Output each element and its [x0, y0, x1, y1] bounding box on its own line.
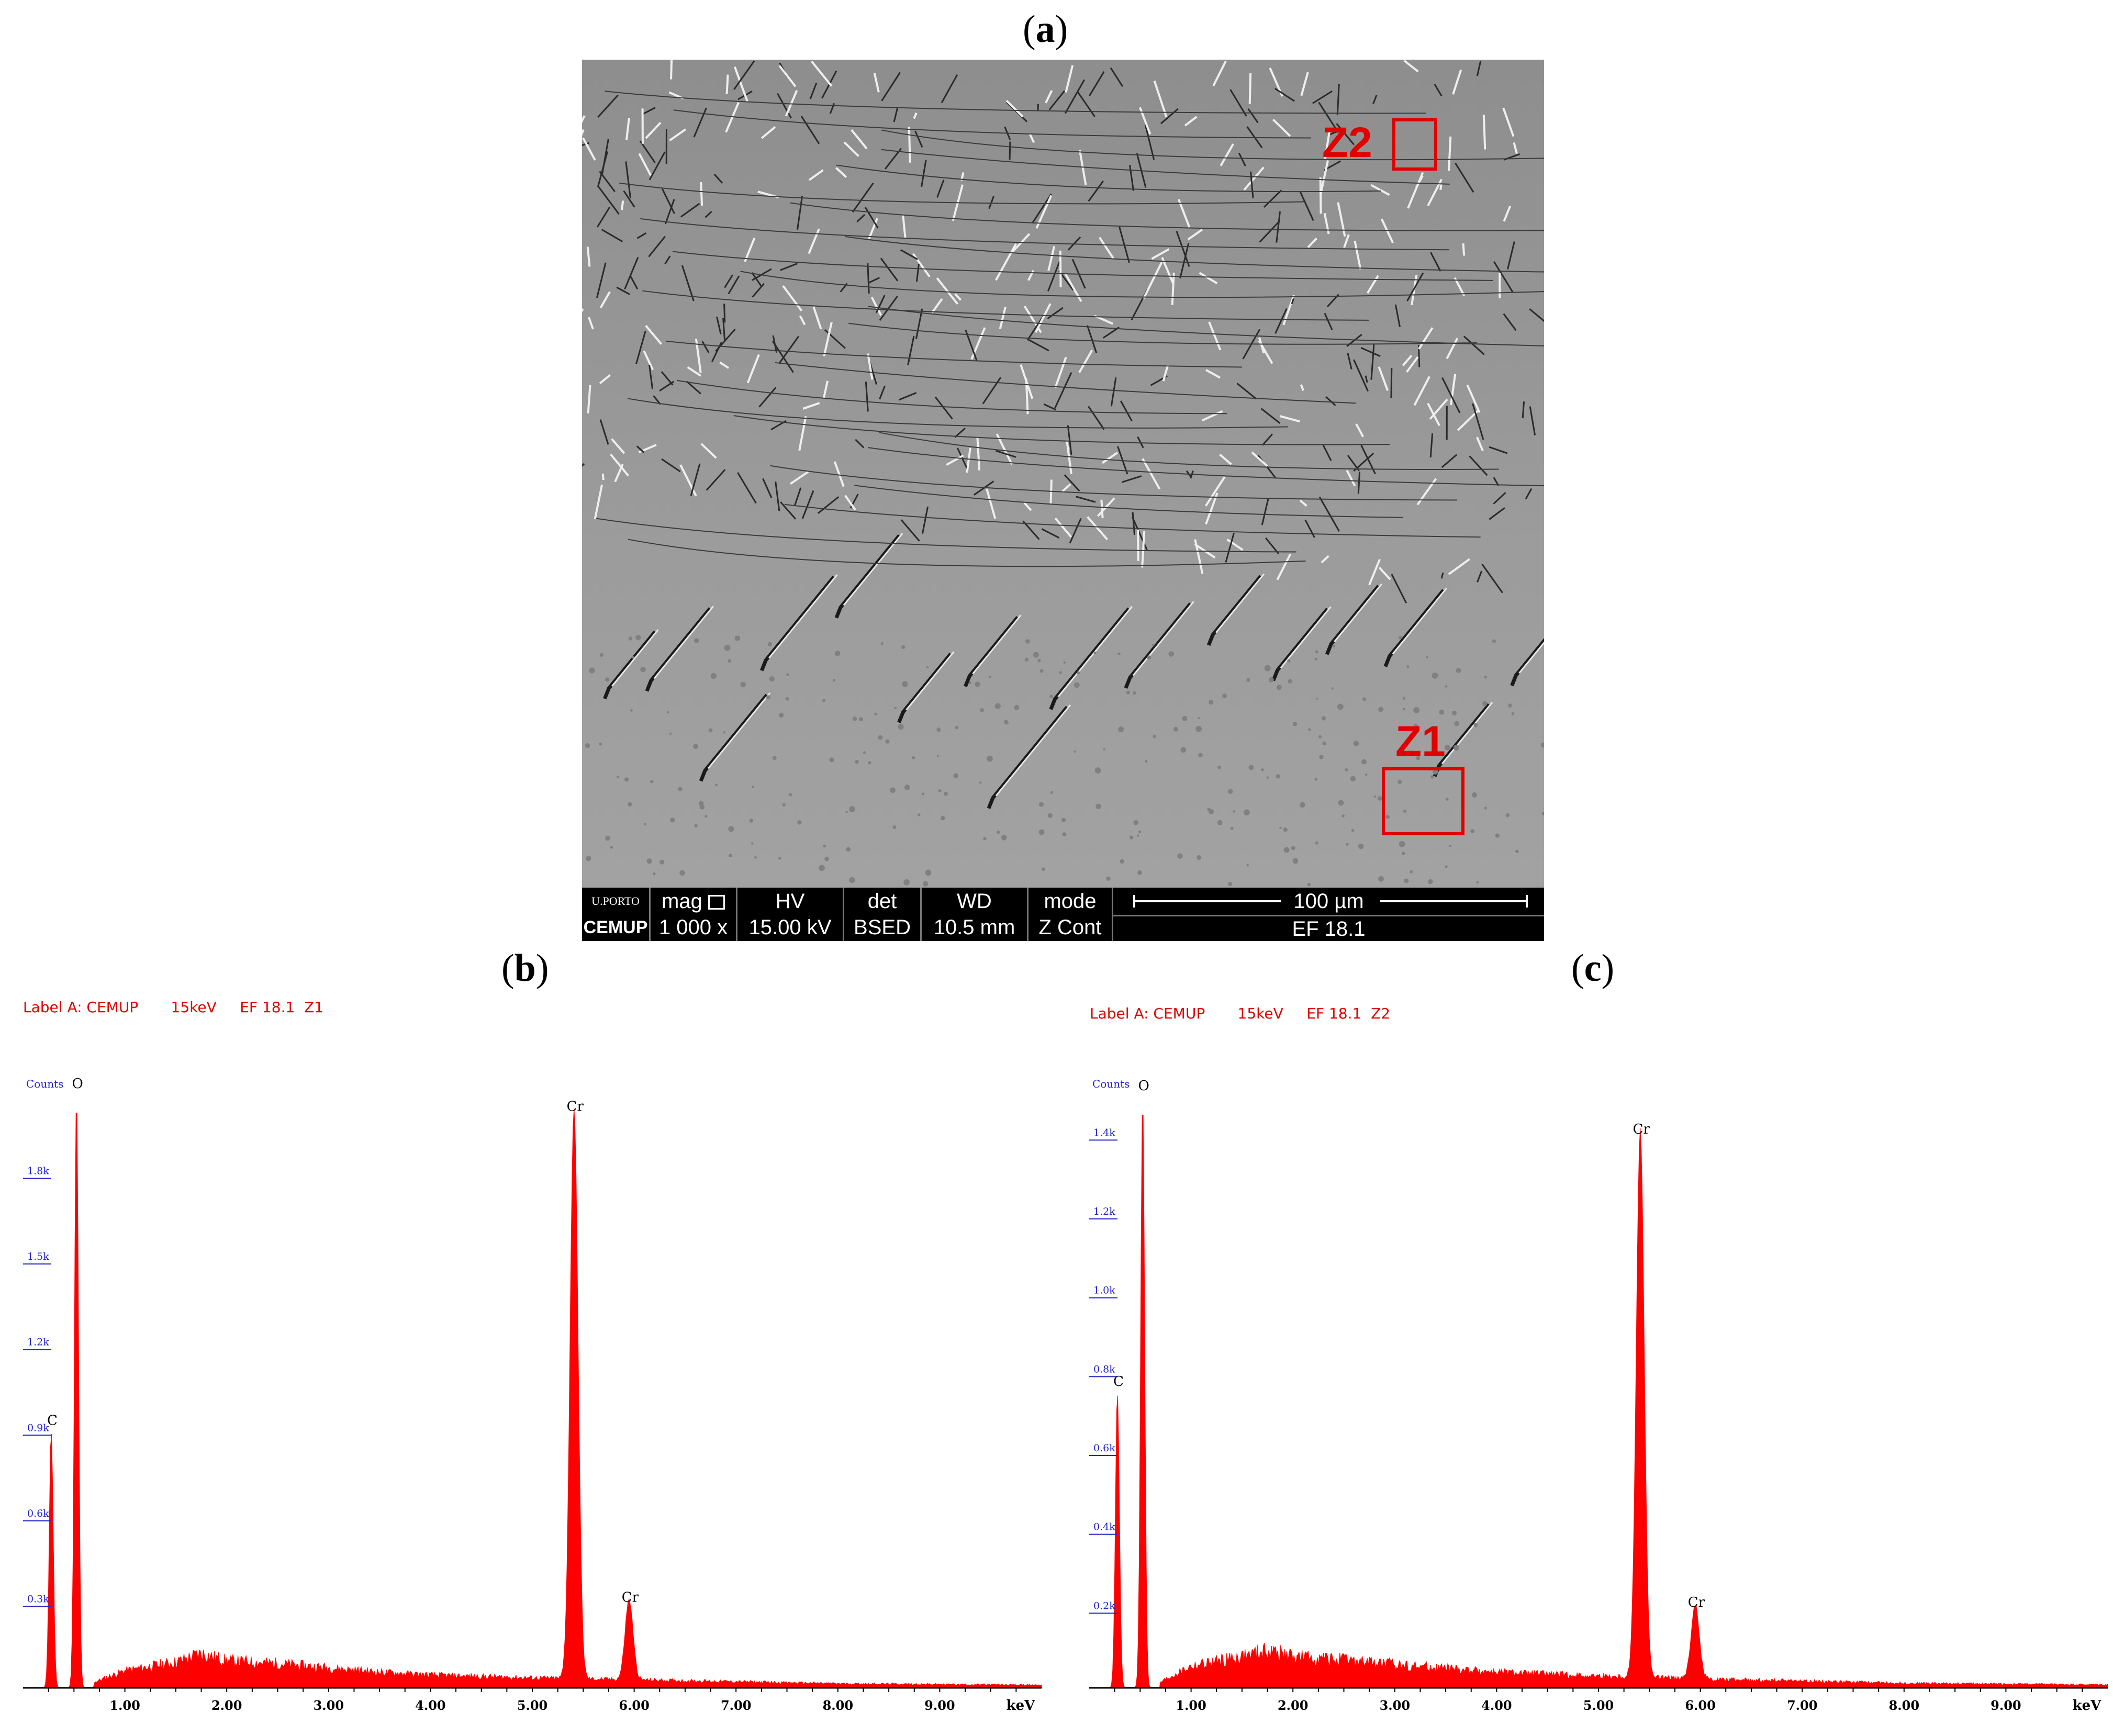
micrograph-texture: [582, 60, 1544, 888]
y-tick-label: 0.6k: [1093, 1442, 1115, 1454]
y-tick-label: 0.4k: [1093, 1521, 1115, 1533]
mag-box-icon: [708, 895, 725, 910]
zone-label-z1: Z1: [1395, 718, 1446, 765]
x-tick-label: 5.00: [1583, 1698, 1614, 1713]
peak-label-o: O: [72, 1076, 83, 1092]
eds-spectrum-z1: 1.00 2.00 3.00 4.00 5.00 6.00 7.00 8.00 9.00 keV C…: [23, 1076, 1042, 1713]
peak-label-cr: Cr: [1688, 1595, 1705, 1610]
spectrum-area: [1108, 1115, 2108, 1688]
x-tick-label: 7.00: [1787, 1698, 1817, 1713]
x-tick-label: 8.00: [1889, 1698, 1919, 1713]
scale-bar-left: [1134, 900, 1281, 902]
x-tick-label: 9.00: [1991, 1698, 2021, 1713]
y-tick-label: 1.5k: [27, 1251, 49, 1262]
x-tick-label: 2.00: [211, 1698, 242, 1713]
peak-label-cr: Cr: [567, 1099, 584, 1115]
databar-scale: 100 µm EF 18.1: [1112, 888, 1544, 941]
databar-mag: mag 1 000 x: [649, 888, 736, 941]
y-axis-label: Counts: [26, 1078, 63, 1090]
y-tick-label: 1.2k: [1093, 1206, 1115, 1217]
panel-label-a: (a): [1023, 8, 1068, 51]
sem-image: Z2 Z1: [582, 60, 1544, 888]
zone-box-z1: [1382, 767, 1464, 835]
x-tick-label: 5.00: [517, 1698, 547, 1713]
x-axis-label: keV: [2073, 1698, 2102, 1713]
y-tick-label: 1.4k: [1093, 1127, 1115, 1138]
spectrum-header-z2: Label A: CEMUP 15keV EF 18.1 Z2: [1090, 1005, 1391, 1022]
sem-micrograph: Z2 Z1 U.PORTO CEMUP mag 1 000 x HV 15.00…: [582, 60, 1544, 941]
y-tick-label: 0.9k: [27, 1422, 49, 1433]
y-tick-label: 1.8k: [27, 1166, 49, 1177]
panel-label-c: (c): [1571, 947, 1615, 990]
y-tick-label: 1.2k: [27, 1337, 49, 1348]
scale-bar-tick-right: [1526, 895, 1528, 908]
x-tick-label: 3.00: [314, 1698, 344, 1713]
x-tick-label: 4.00: [415, 1698, 445, 1713]
peak-label-c: C: [1113, 1374, 1124, 1390]
x-tick-label: 1.00: [109, 1698, 140, 1713]
x-tick-label: 2.00: [1278, 1698, 1308, 1713]
spectrum-area: [41, 1108, 1042, 1688]
zone-label-z2: Z2: [1322, 119, 1372, 166]
x-tick-label: 6.00: [619, 1698, 649, 1713]
y-tick-label: 0.2k: [1093, 1600, 1115, 1611]
crack-pattern: [582, 60, 1544, 887]
x-tick-label: 3.00: [1380, 1698, 1410, 1713]
x-tick-label: 7.00: [721, 1698, 751, 1713]
databar-det: det BSED: [843, 888, 920, 941]
peak-label-c: C: [47, 1413, 58, 1428]
scale-bar-label: 100 µm: [1293, 890, 1364, 913]
x-tick-label: 1.00: [1176, 1698, 1206, 1713]
sem-databar: U.PORTO CEMUP mag 1 000 x HV 15.00 kV de…: [582, 888, 1544, 941]
y-tick-label: 0.3k: [27, 1593, 49, 1605]
databar-mode: mode Z Cont: [1027, 888, 1112, 941]
x-tick-label: 4.00: [1481, 1698, 1512, 1713]
databar-wd: WD 10.5 mm: [920, 888, 1027, 941]
x-axis-label: keV: [1007, 1698, 1036, 1713]
peak-label-cr: Cr: [1633, 1122, 1650, 1137]
x-tick-label: 8.00: [823, 1698, 853, 1713]
x-tick-label: 9.00: [924, 1698, 955, 1713]
databar-hv: HV 15.00 kV: [736, 888, 843, 941]
peak-label-o: O: [1138, 1078, 1149, 1094]
eds-spectrum-z2: 1.00 2.00 3.00 4.00 5.00 6.00 7.00 8.00 9.00 keV C…: [1089, 1078, 2108, 1713]
scale-bar-tick-left: [1133, 895, 1135, 908]
scale-bar-right: [1380, 900, 1527, 902]
spectrum-header-z1: Label A: CEMUP 15keV EF 18.1 Z1: [23, 999, 324, 1016]
panel-label-b: (b): [501, 947, 549, 990]
y-tick-label: 0.6k: [27, 1508, 49, 1519]
zone-box-z2: [1392, 118, 1437, 171]
y-tick-label: 0.8k: [1093, 1363, 1115, 1375]
y-tick-label: 1.0k: [1093, 1285, 1115, 1296]
x-tick-label: 6.00: [1685, 1698, 1715, 1713]
peak-label-cr: Cr: [622, 1589, 639, 1605]
y-axis-label: Counts: [1092, 1078, 1130, 1090]
sample-id: EF 18.1: [1113, 915, 1544, 942]
databar-logo: U.PORTO CEMUP: [583, 894, 648, 937]
